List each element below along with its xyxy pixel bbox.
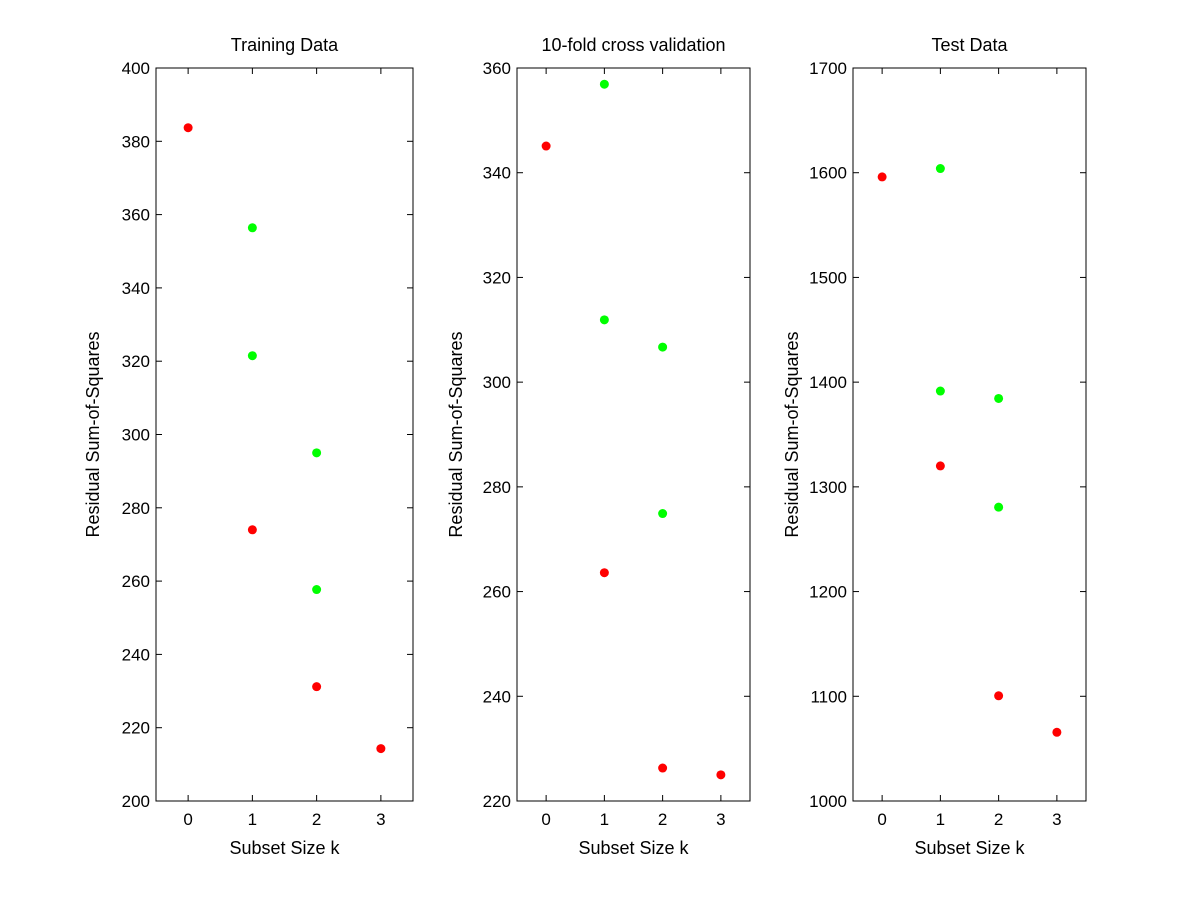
- red-data-point: [658, 763, 668, 773]
- green-data-point: [599, 315, 609, 325]
- chart-title: Training Data: [231, 35, 339, 55]
- y-tick-label: 1500: [809, 268, 847, 287]
- red-data-point: [716, 770, 726, 780]
- y-tick-label: 1700: [809, 59, 847, 78]
- chart-title: 10-fold cross validation: [541, 35, 725, 55]
- red-data-point: [376, 744, 386, 754]
- y-tick-label: 1000: [809, 792, 847, 811]
- y-tick-label: 1400: [809, 373, 847, 392]
- green-data-point: [935, 386, 945, 396]
- red-data-point: [935, 461, 945, 471]
- x-tick-label: 2: [312, 810, 321, 829]
- chart-panel-3: 1000 1100 1200 1300 1400 1500 1600 1700 0 1 2 3 Test…: [782, 35, 1087, 858]
- green-data-point: [935, 164, 945, 174]
- chart-panel-1: 200 220 240 260 280 300 320 340 360 380 400 0 1 2 3 Tra…: [83, 35, 414, 858]
- x-tick-label: 2: [994, 810, 1003, 829]
- y-tick-label: 1200: [809, 583, 847, 602]
- green-data-point: [247, 351, 257, 361]
- green-data-point: [658, 342, 668, 352]
- y-tick-label: 300: [483, 373, 511, 392]
- red-data-point: [312, 682, 322, 692]
- x-tick-label: 2: [658, 810, 667, 829]
- green-data-point: [658, 509, 668, 519]
- x-tick-label: 0: [183, 810, 192, 829]
- y-tick-label: 360: [483, 59, 511, 78]
- y-tick-label: 260: [122, 572, 150, 591]
- x-tick-label: 1: [936, 810, 945, 829]
- plot-frame: [516, 67, 751, 802]
- y-tick-label: 240: [483, 687, 511, 706]
- red-data-point: [183, 123, 193, 133]
- y-tick-label: 300: [122, 426, 150, 445]
- red-data-point: [599, 568, 609, 578]
- green-data-point: [994, 502, 1004, 512]
- y-tick-label: 320: [483, 268, 511, 287]
- x-tick-label: 1: [600, 810, 609, 829]
- y-tick-label: 1300: [809, 478, 847, 497]
- y-tick-label: 260: [483, 583, 511, 602]
- y-tick-label: 380: [122, 132, 150, 151]
- y-tick-label: 340: [122, 279, 150, 298]
- chart-title: Test Data: [931, 35, 1008, 55]
- y-tick-label: 240: [122, 645, 150, 664]
- red-data-point: [1052, 727, 1062, 737]
- plot-frame: [852, 67, 1087, 802]
- x-tick-label: 1: [248, 810, 257, 829]
- green-data-point: [312, 585, 322, 595]
- x-axis-label: Subset Size k: [229, 838, 340, 858]
- x-tick-label: 3: [376, 810, 385, 829]
- y-axis-label: Residual Sum-of-Squares: [446, 331, 466, 537]
- red-data-point: [541, 141, 551, 151]
- y-tick-label: 360: [122, 206, 150, 225]
- x-tick-label: 3: [1052, 810, 1061, 829]
- chart-panel-2: 220 240 260 280 300 320 340 360 0 1 2 3 10-fold cros…: [446, 35, 751, 858]
- x-tick-label: 0: [541, 810, 550, 829]
- red-data-point: [877, 172, 887, 182]
- y-axis-label: Residual Sum-of-Squares: [83, 331, 103, 537]
- y-tick-label: 220: [483, 792, 511, 811]
- y-tick-label: 280: [483, 478, 511, 497]
- green-data-point: [599, 79, 609, 89]
- x-axis-label: Subset Size k: [914, 838, 1025, 858]
- y-tick-label: 220: [122, 719, 150, 738]
- x-axis-label: Subset Size k: [578, 838, 689, 858]
- green-data-point: [312, 448, 322, 458]
- x-tick-label: 3: [716, 810, 725, 829]
- red-data-point: [247, 525, 257, 535]
- red-data-point: [994, 691, 1004, 701]
- y-tick-label: 340: [483, 164, 511, 183]
- y-tick-label: 280: [122, 499, 150, 518]
- y-tick-label: 1600: [809, 164, 847, 183]
- y-axis-label: Residual Sum-of-Squares: [782, 331, 802, 537]
- green-data-point: [994, 393, 1004, 403]
- plot-frame: [155, 67, 414, 802]
- y-tick-label: 400: [122, 59, 150, 78]
- green-data-point: [247, 223, 257, 233]
- x-tick-label: 0: [877, 810, 886, 829]
- y-tick-label: 1100: [810, 687, 847, 706]
- y-tick-label: 200: [122, 792, 150, 811]
- y-tick-label: 320: [122, 352, 150, 371]
